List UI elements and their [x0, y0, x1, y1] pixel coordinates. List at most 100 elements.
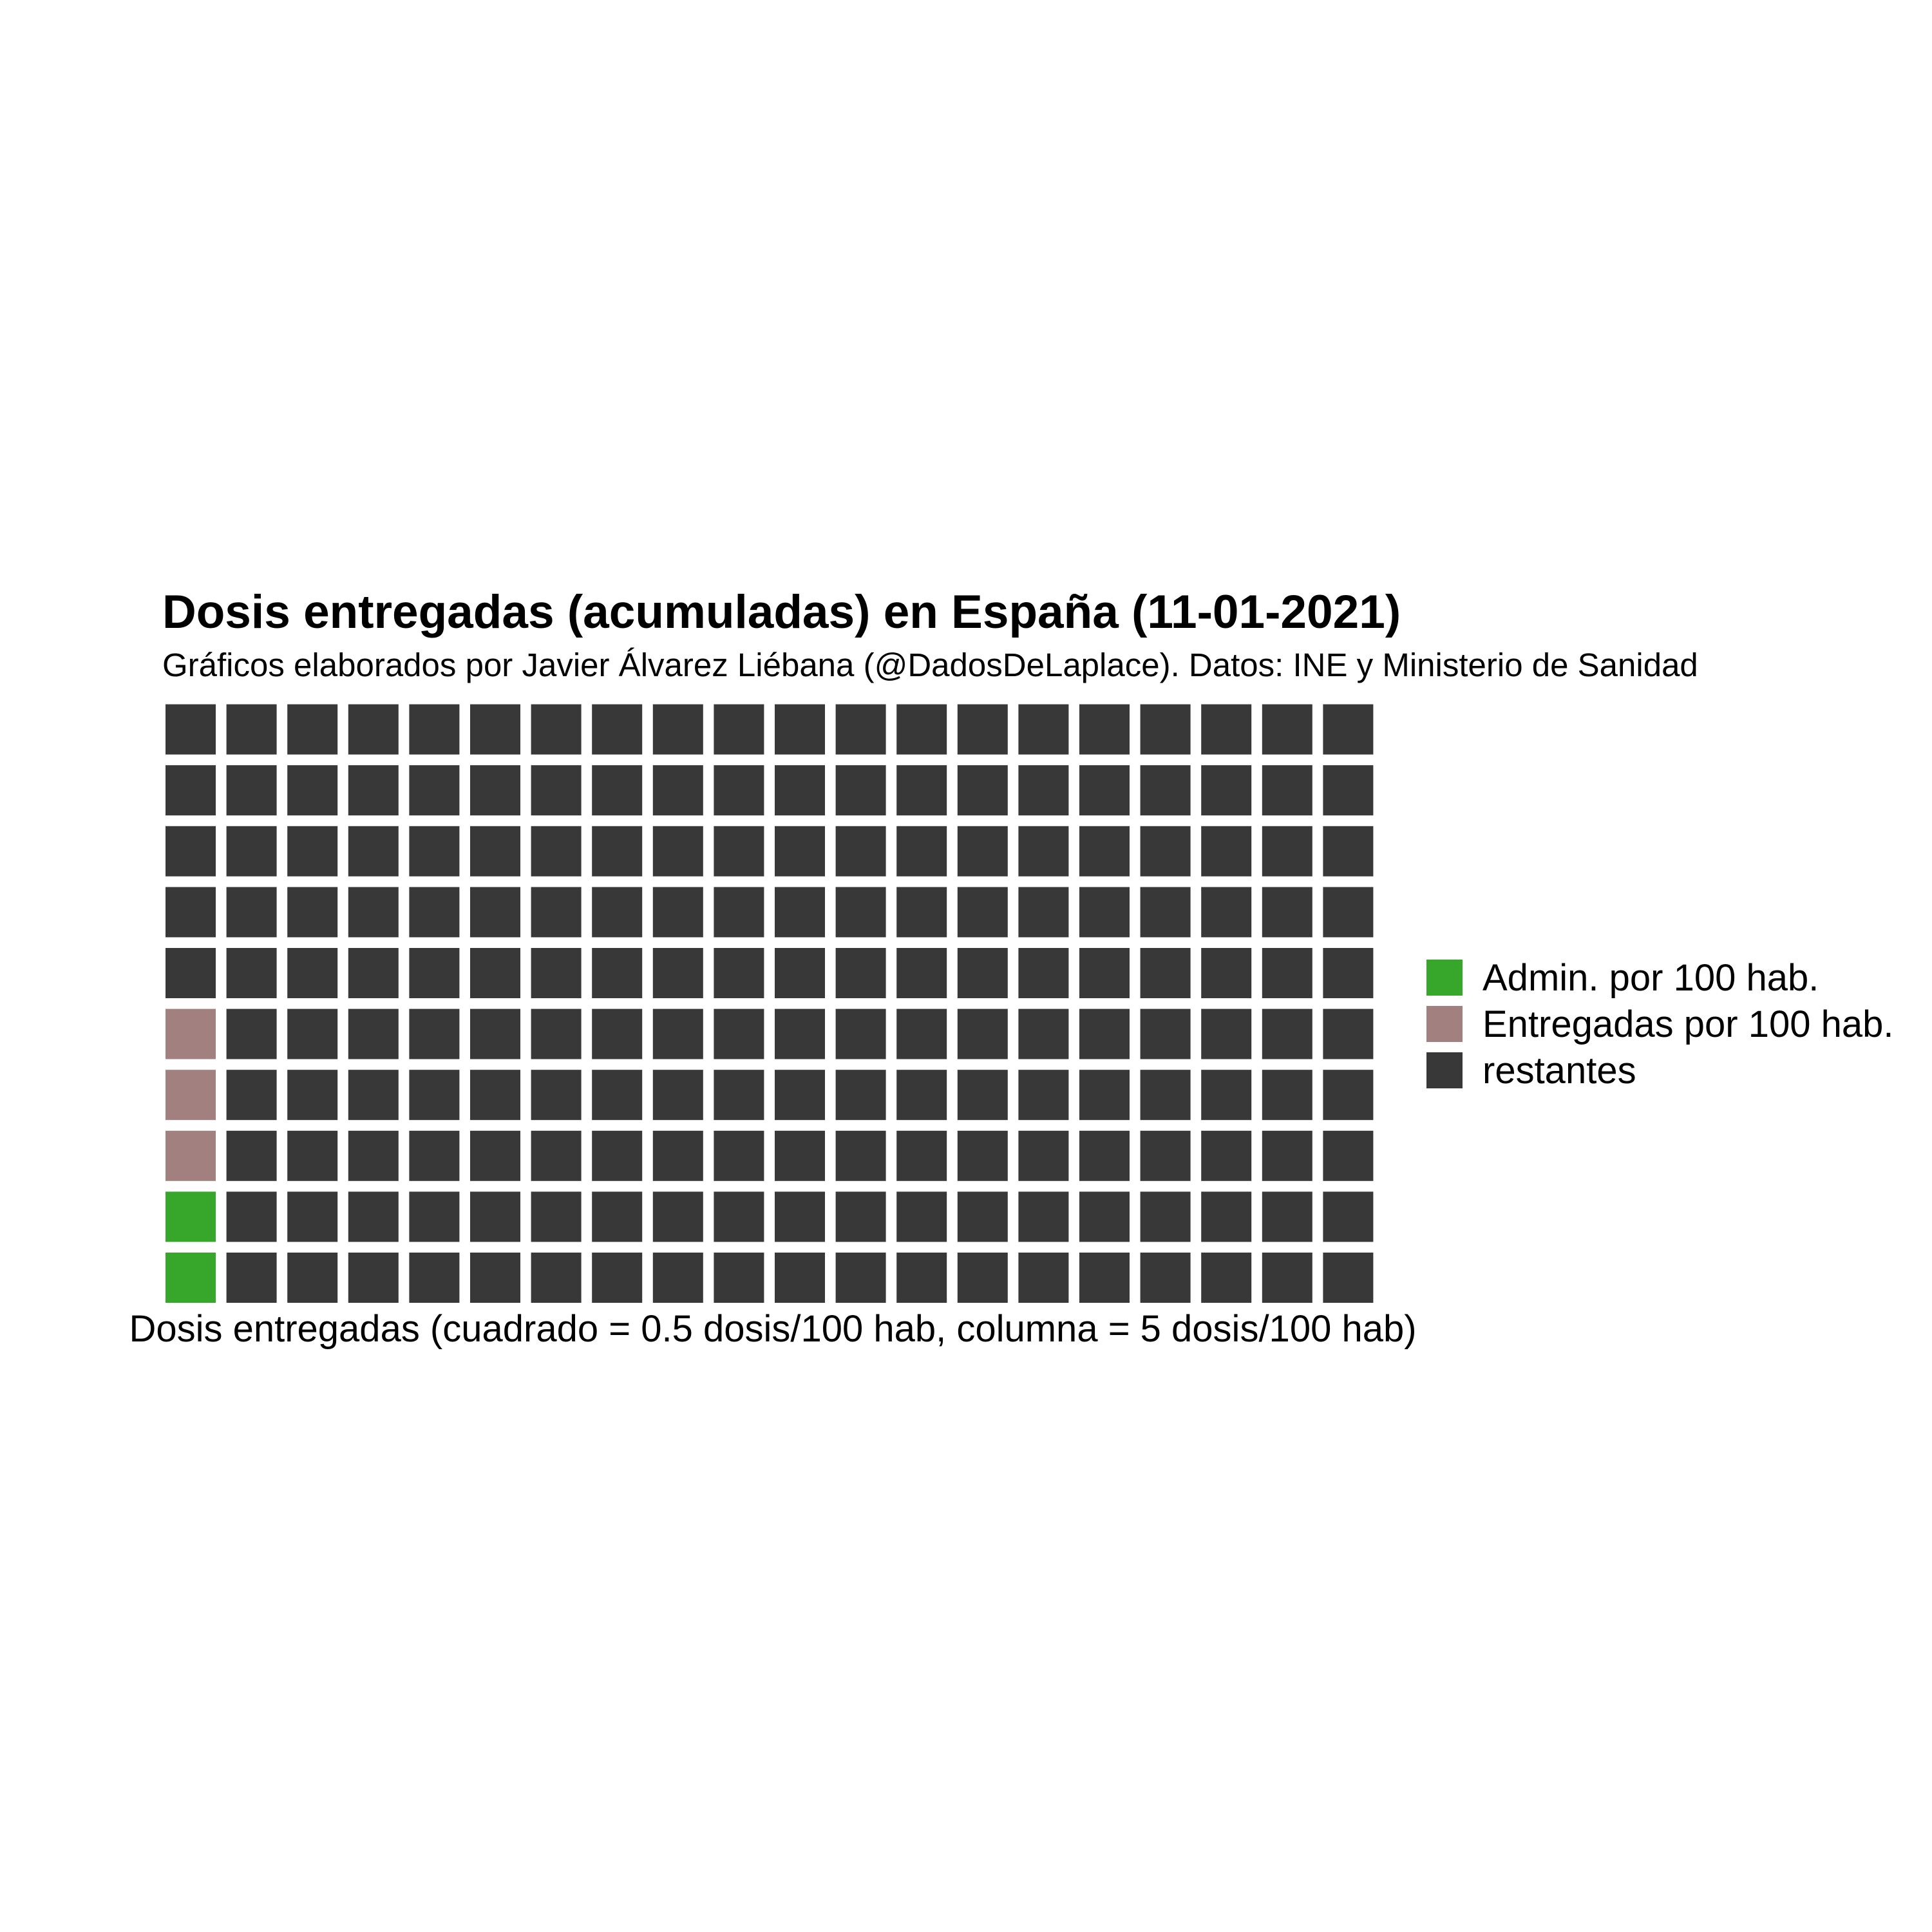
waffle-square	[226, 1009, 277, 1059]
waffle-square	[1323, 704, 1374, 755]
waffle-square	[592, 948, 643, 998]
legend-swatch-entregadas	[1426, 1006, 1463, 1042]
waffle-square	[1079, 948, 1130, 998]
waffle-square	[1140, 765, 1191, 816]
waffle-square	[1140, 704, 1191, 755]
waffle-square	[896, 1253, 947, 1303]
waffle-square	[348, 1009, 399, 1059]
waffle-square	[1201, 1130, 1252, 1181]
waffle-square	[1201, 1191, 1252, 1242]
waffle-square	[166, 1009, 216, 1059]
waffle-square	[226, 1070, 277, 1121]
waffle-square	[652, 948, 703, 998]
waffle-square	[957, 1253, 1008, 1303]
waffle-square	[1262, 1191, 1312, 1242]
waffle-square	[1323, 765, 1374, 816]
waffle-square	[166, 948, 216, 998]
waffle-square	[166, 1253, 216, 1303]
waffle-square	[226, 765, 277, 816]
waffle-square	[1079, 1130, 1130, 1181]
chart-title: Dosis entregadas (acumuladas) en España …	[162, 586, 1401, 638]
waffle-square	[896, 1130, 947, 1181]
waffle-square	[652, 826, 703, 876]
waffle-square	[1140, 887, 1191, 938]
waffle-square	[896, 1191, 947, 1242]
waffle-square	[1201, 826, 1252, 876]
waffle-square	[409, 1070, 460, 1121]
waffle-square	[166, 887, 216, 938]
waffle-square	[957, 1009, 1008, 1059]
waffle-square	[957, 1070, 1008, 1121]
waffle-square	[226, 948, 277, 998]
waffle-grid	[166, 704, 1374, 1303]
chart-subtitle: Gráficos elaborados por Javier Álvarez L…	[162, 647, 1698, 683]
waffle-square	[1079, 1253, 1130, 1303]
waffle-square	[531, 826, 582, 876]
waffle-square	[531, 1253, 582, 1303]
waffle-square	[287, 1009, 338, 1059]
waffle-square	[775, 1009, 825, 1059]
waffle-square	[1018, 948, 1069, 998]
waffle-square	[470, 1191, 520, 1242]
waffle-square	[348, 1130, 399, 1181]
waffle-square	[1018, 1009, 1069, 1059]
waffle-square	[348, 1191, 399, 1242]
waffle-square	[896, 704, 947, 755]
waffle-square	[409, 1191, 460, 1242]
waffle-square	[1018, 887, 1069, 938]
waffle-square	[1323, 948, 1374, 998]
waffle-square	[1201, 948, 1252, 998]
waffle-square	[835, 1070, 886, 1121]
waffle-square	[775, 704, 825, 755]
waffle-square	[348, 704, 399, 755]
waffle-square	[592, 1253, 643, 1303]
waffle-square	[896, 1070, 947, 1121]
waffle-square	[835, 1253, 886, 1303]
waffle-square	[957, 826, 1008, 876]
waffle-square	[835, 826, 886, 876]
waffle-square	[714, 1070, 764, 1121]
waffle-square	[409, 765, 460, 816]
waffle-square	[470, 1070, 520, 1121]
waffle-square	[409, 704, 460, 755]
waffle-square	[592, 826, 643, 876]
waffle-square	[287, 1130, 338, 1181]
waffle-square	[835, 765, 886, 816]
waffle-square	[166, 765, 216, 816]
waffle-square	[166, 1070, 216, 1121]
legend-item-restantes: restantes	[1426, 1050, 1636, 1092]
legend-label-admin: Admin. por 100 hab.	[1482, 957, 1819, 999]
waffle-square	[1262, 704, 1312, 755]
waffle-square	[1201, 1253, 1252, 1303]
waffle-square	[652, 765, 703, 816]
legend-item-entregadas: Entregadas por 100 hab.	[1426, 1003, 1893, 1045]
waffle-square	[287, 1070, 338, 1121]
waffle-square	[957, 948, 1008, 998]
waffle-square	[835, 1009, 886, 1059]
waffle-square	[348, 887, 399, 938]
waffle-square	[775, 826, 825, 876]
waffle-square	[531, 765, 582, 816]
waffle-square	[1140, 1070, 1191, 1121]
waffle-square	[470, 948, 520, 998]
waffle-square	[714, 1191, 764, 1242]
waffle-square	[470, 704, 520, 755]
waffle-square	[531, 1070, 582, 1121]
waffle-square	[1018, 1253, 1069, 1303]
waffle-square	[835, 1191, 886, 1242]
waffle-square	[896, 826, 947, 876]
waffle-square	[714, 887, 764, 938]
waffle-square	[652, 1253, 703, 1303]
waffle-square	[470, 1130, 520, 1181]
waffle-square	[835, 1130, 886, 1181]
waffle-square	[1079, 1009, 1130, 1059]
waffle-square	[592, 887, 643, 938]
waffle-square	[714, 826, 764, 876]
waffle-square	[470, 887, 520, 938]
waffle-square	[287, 948, 338, 998]
waffle-square	[652, 1009, 703, 1059]
waffle-square	[226, 1191, 277, 1242]
waffle-square	[166, 826, 216, 876]
waffle-square	[714, 1253, 764, 1303]
